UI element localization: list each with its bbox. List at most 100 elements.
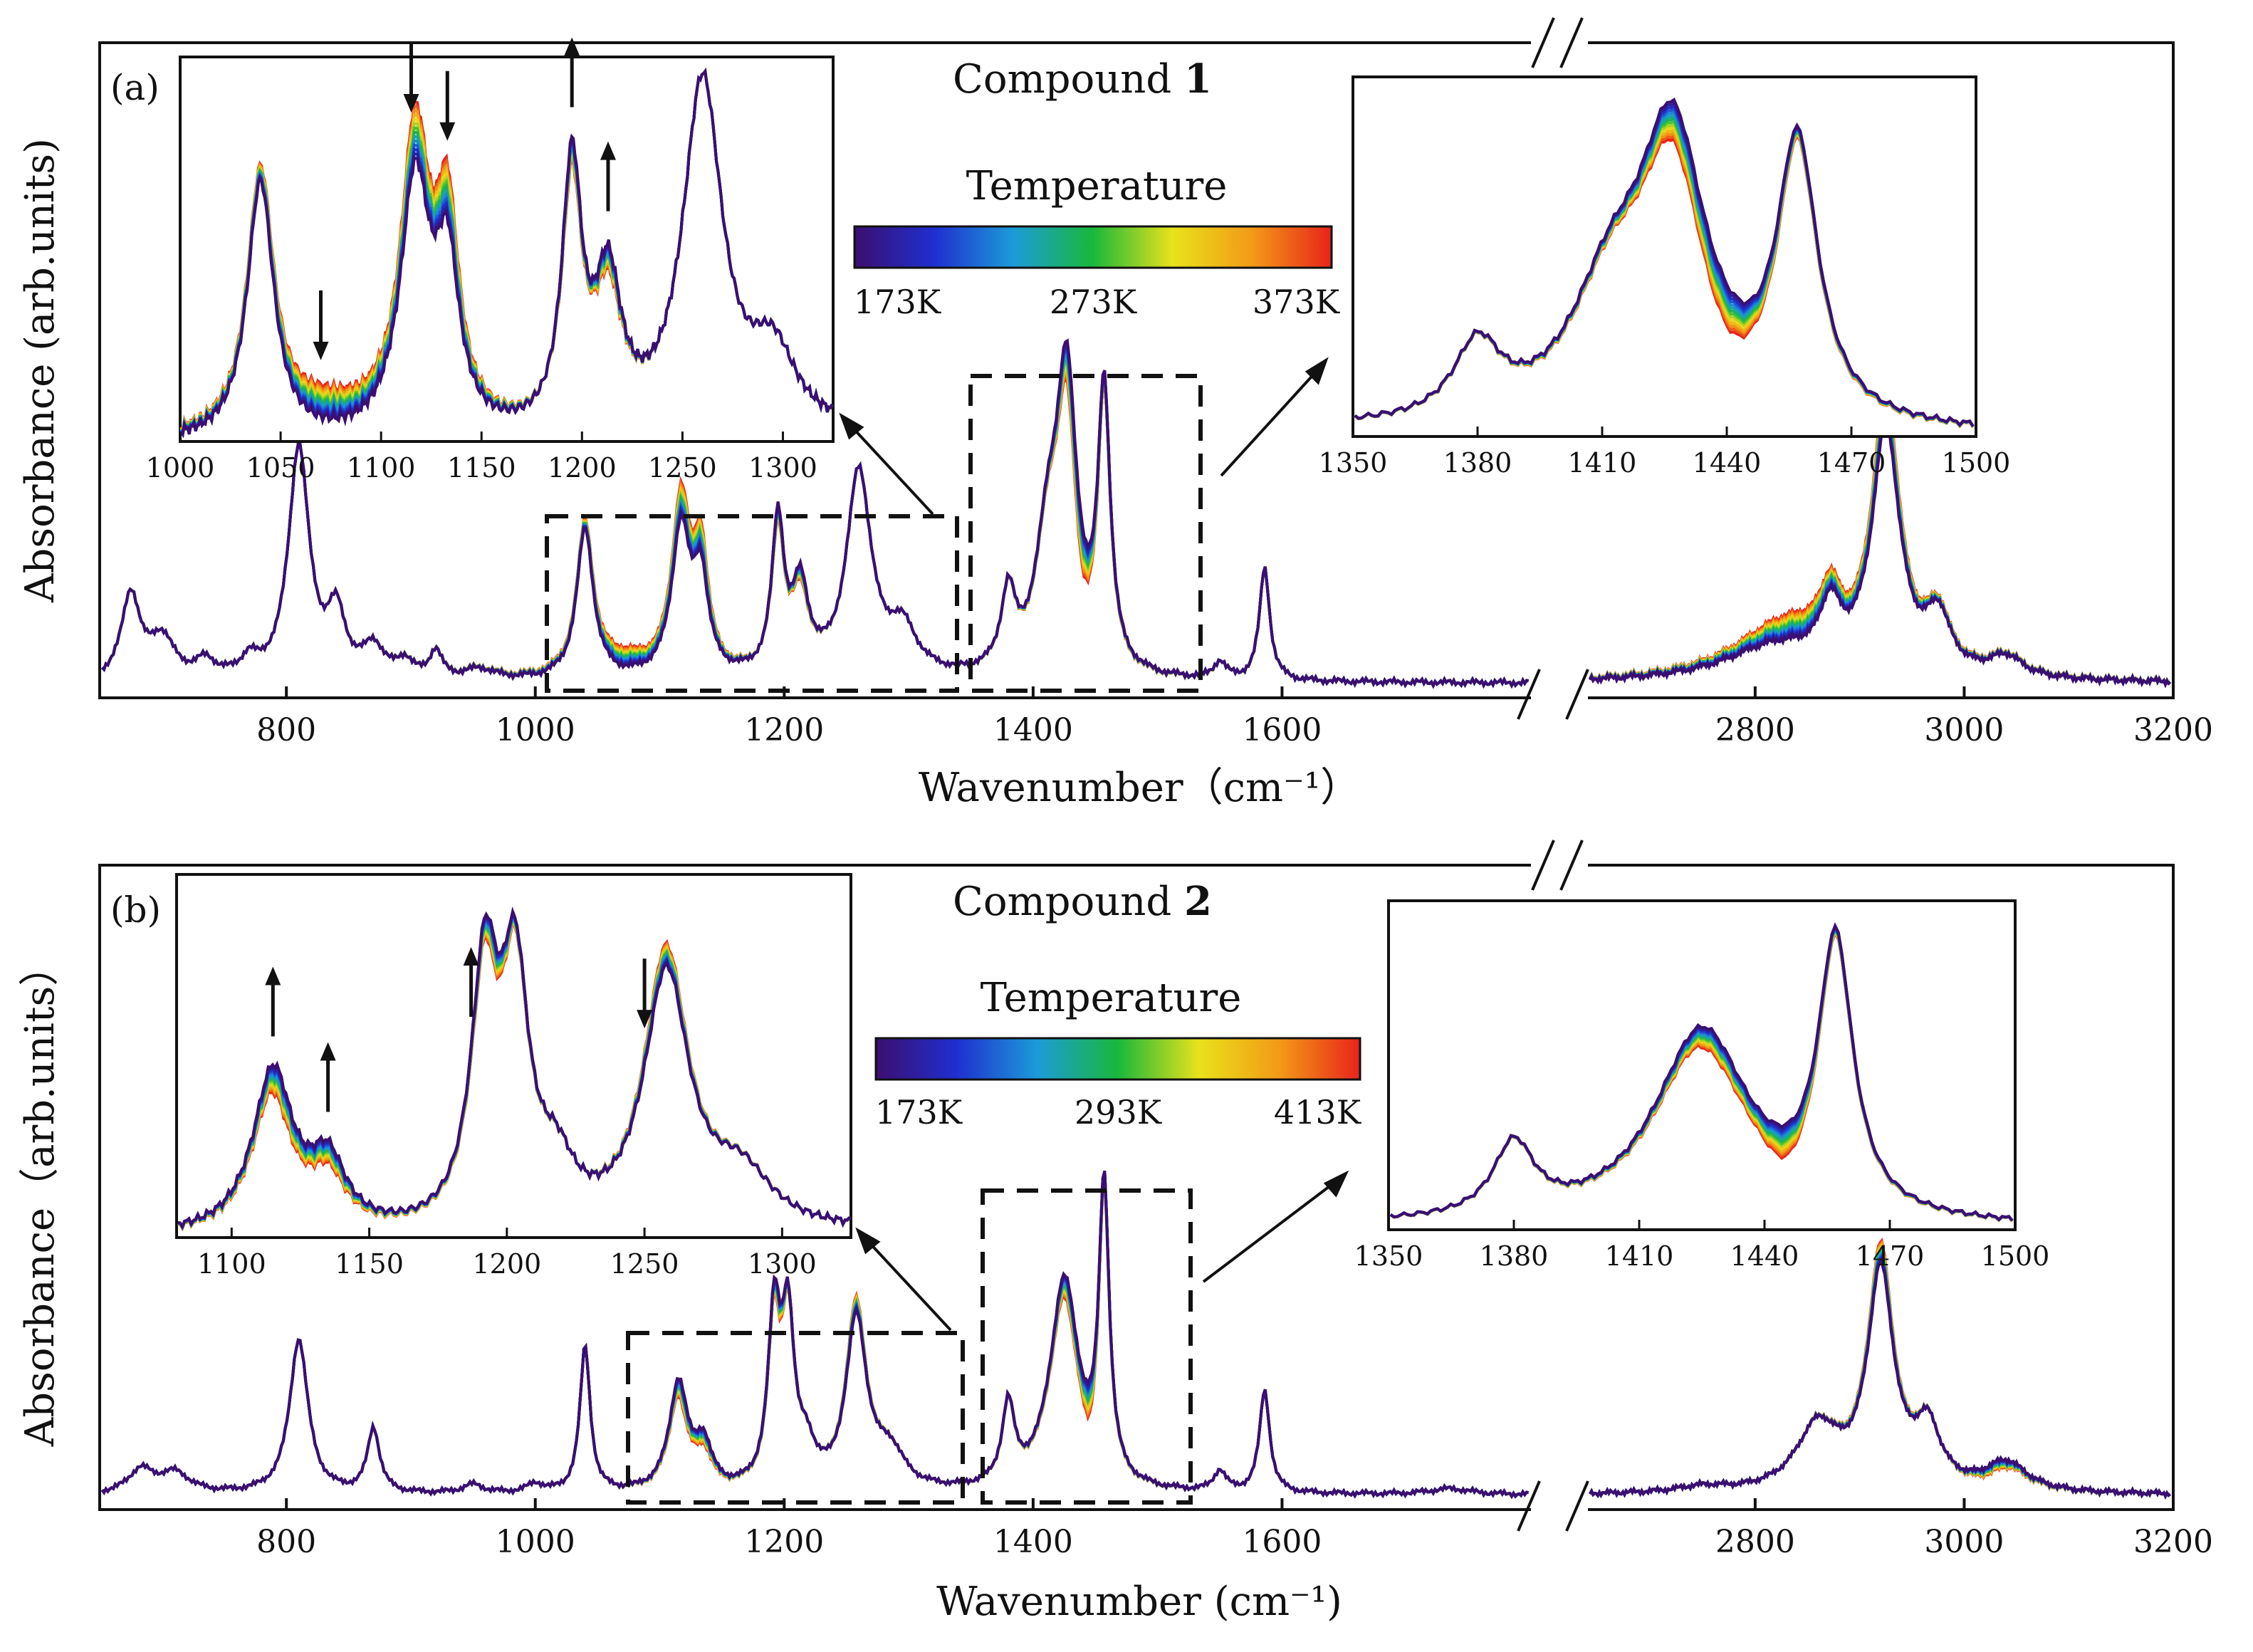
inset-spectrum-line [177, 906, 851, 1230]
panel-a-x-ticks: 800 1000 1200 1400 1600 2800 3000 3200 [256, 686, 2213, 748]
x-tick-label: 3200 [2133, 1524, 2213, 1560]
spectrum-line-left [101, 338, 1529, 689]
inset-a-right-spectra [1354, 97, 1975, 429]
panel-a-inset-left: 1000 1050 1100 1150 1200 1250 1300 [146, 37, 835, 483]
arrow-up-icon [265, 966, 281, 1037]
inset-b-left-spectra [177, 906, 851, 1232]
spectrum-line-right [1589, 1243, 2171, 1500]
colorbar-b-label-mid: 293K [1075, 1093, 1163, 1131]
x-tick-label: 800 [256, 1524, 316, 1560]
inset-b-left-arrows [265, 946, 653, 1112]
colorbar-a-title: Temperature [966, 163, 1228, 209]
panel-b-xlabel: Wavenumber (cm⁻¹) [936, 1579, 1342, 1625]
x-tick-label: 1400 [993, 1524, 1073, 1560]
inset-x-tick-label: 1300 [748, 1248, 817, 1280]
arrow-down-icon [637, 958, 653, 1029]
inset-b-left-ticks: 1100 1150 1200 1250 1300 [197, 1228, 817, 1280]
x-tick-label: 2800 [1715, 712, 1795, 748]
spectrum-line-right [1589, 1242, 2171, 1500]
x-tick-label: 1000 [496, 712, 575, 748]
x-tick-label: 1600 [1242, 712, 1322, 748]
colorbar-b-title: Temperature [981, 975, 1242, 1021]
colorbar-a-gradient [853, 225, 1333, 269]
spectrum-line-right [1589, 1250, 2171, 1500]
axis-break-top-a [1531, 17, 1584, 68]
inset-x-tick-label: 1500 [1981, 1240, 2050, 1272]
spectrum-line-right [1589, 1255, 2171, 1500]
colorbar-b-label-min: 173K [875, 1093, 963, 1131]
inset-x-tick-label: 1500 [1942, 447, 2011, 479]
panel-a-title: Compound 1 [953, 56, 1212, 103]
spectrum-line-right [1589, 1237, 2171, 1500]
panel-b-ylabel: Absorbance（arb.units） [17, 946, 63, 1447]
x-tick-label: 1600 [1242, 1524, 1322, 1560]
arrow-down-icon [439, 70, 456, 141]
inset-x-tick-label: 1470 [1817, 447, 1886, 479]
inset-a-left-arrows [313, 37, 616, 360]
spectrum-line-left [100, 1170, 1529, 1500]
arrow-up-icon [463, 946, 479, 1017]
spectrum-line-right [1589, 1253, 2171, 1500]
spectrum-line-right [1589, 417, 2171, 689]
panel-b-spectra [100, 1170, 2171, 1500]
inset-x-tick-label: 1100 [347, 452, 416, 483]
inset-x-tick-label: 1250 [610, 1248, 679, 1280]
panel-b: 800 1000 1200 1400 1600 2800 3000 3200 (b) Comp… [17, 840, 2213, 1625]
axis-break-bottom-b [1517, 1480, 1589, 1532]
inset-a-right-ticks: 1350 1380 1410 1440 1470 1500 [1319, 427, 2011, 479]
x-tick-label: 3000 [1924, 712, 2004, 748]
x-tick-label: 1400 [993, 712, 1073, 748]
inset-x-tick-label: 1250 [648, 452, 717, 483]
panel-b-colorbar: Temperature 173K 293K 413K [874, 975, 1362, 1131]
panel-a-connector-arrows [839, 357, 1329, 516]
inset-x-tick-label: 1410 [1568, 447, 1637, 479]
colorbar-b-label-max: 413K [1274, 1093, 1362, 1131]
axis-break-top-b [1531, 840, 1584, 891]
spectrum-line-right [1589, 1251, 2171, 1500]
x-tick-label: 1200 [744, 1524, 824, 1560]
spectrum-line-right [1589, 1246, 2171, 1500]
inset-x-tick-label: 1410 [1605, 1240, 1674, 1272]
inset-x-tick-label: 1300 [748, 452, 817, 483]
colorbar-a-label-max: 373K [1253, 283, 1341, 321]
colorbar-b-gradient [874, 1037, 1361, 1081]
inset-spectrum-line [1354, 97, 1975, 427]
inset-spectrum-line [179, 68, 834, 439]
panel-b-label: (b) [110, 889, 161, 931]
arrow-up-icon [320, 1042, 336, 1112]
arrow-up-icon [600, 141, 616, 211]
arrow-up-icon [564, 37, 580, 108]
spectrum-line-right [1589, 1248, 2171, 1500]
inset-x-tick-label: 1150 [447, 452, 516, 483]
panel-a-xlabel: Wavenumber（cm⁻¹） [919, 765, 1360, 811]
inset-x-tick-label: 1470 [1856, 1240, 1925, 1272]
spectrum-line-right [1589, 1257, 2171, 1500]
inset-x-tick-label: 1200 [548, 452, 617, 483]
inset-x-tick-label: 1150 [335, 1248, 404, 1280]
x-tick-label: 2800 [1715, 1524, 1795, 1560]
panel-a-colorbar: Temperature 173K 273K 373K [853, 163, 1341, 321]
inset-a-left-ticks: 1000 1050 1100 1150 1200 1250 1300 [146, 432, 817, 483]
inset-x-tick-label: 1000 [146, 452, 215, 483]
panel-b-inset-right: 1350 1380 1410 1440 1470 1500 [1354, 899, 2050, 1272]
colorbar-a-label-min: 173K [854, 283, 942, 321]
panel-a-zoom-box-left [545, 514, 959, 693]
axis-break-bottom-a [1517, 669, 1589, 720]
x-tick-label: 3000 [1924, 1524, 2004, 1560]
inset-x-tick-label: 1350 [1354, 1240, 1423, 1272]
arrow-down-icon [313, 290, 329, 360]
inset-x-tick-label: 1350 [1319, 447, 1388, 479]
panel-b-title: Compound 2 [953, 878, 1212, 925]
inset-x-tick-label: 1050 [246, 452, 315, 483]
x-tick-label: 3200 [2133, 712, 2213, 748]
inset-spectrum-line [1389, 922, 2014, 1222]
inset-x-tick-label: 1200 [472, 1248, 541, 1280]
panel-b-zoom-box-right [981, 1188, 1193, 1505]
x-tick-label: 1200 [744, 712, 824, 748]
inset-x-tick-label: 1440 [1693, 447, 1762, 479]
panel-a: 800 1000 1200 1400 1600 2800 3000 3200 (a) Comp… [17, 17, 2213, 811]
panel-a-inset-right: 1350 1380 1410 1440 1470 1500 [1319, 75, 2011, 479]
panel-b-x-ticks: 800 1000 1200 1400 1600 2800 3000 3200 [256, 1498, 2213, 1560]
colorbar-a-label-mid: 273K [1050, 283, 1138, 321]
